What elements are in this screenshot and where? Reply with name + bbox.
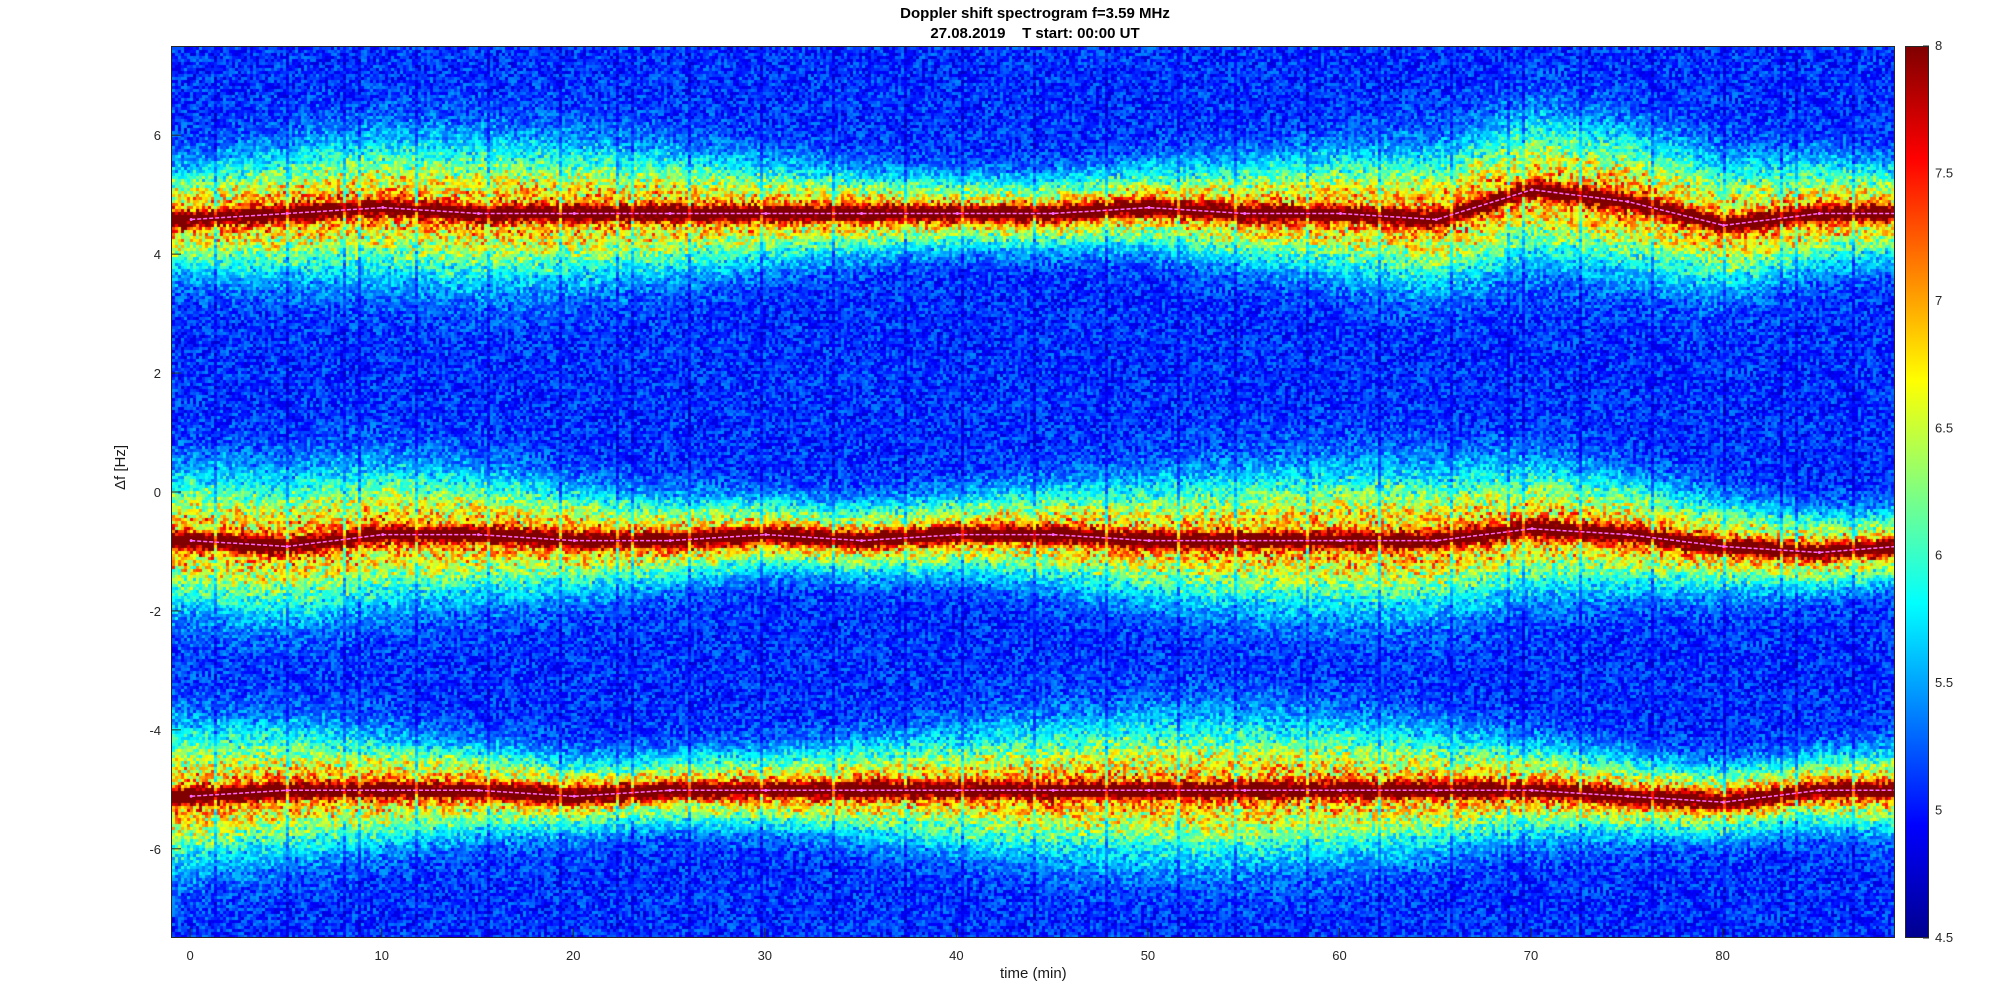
trace-point — [668, 539, 672, 543]
trace-point — [1626, 533, 1630, 537]
trace-point — [476, 212, 480, 216]
x-tick-label: 80 — [1715, 948, 1729, 963]
trace-point — [1243, 788, 1247, 792]
x-tick-label: 20 — [566, 948, 580, 963]
trace-point — [381, 533, 385, 537]
y-tick-label: 6 — [154, 128, 161, 143]
trace-point — [1243, 212, 1247, 216]
colorbar-tick-label: 7 — [1935, 293, 1942, 308]
spectrogram-heatmap — [172, 47, 1894, 937]
trace-point — [668, 788, 672, 792]
x-tick-label: 40 — [949, 948, 963, 963]
trace-point — [955, 212, 959, 216]
trace-point — [1817, 788, 1821, 792]
x-tick-label: 30 — [758, 948, 772, 963]
trace-point — [1722, 800, 1726, 804]
colorbar-tick-label: 7.5 — [1935, 165, 1953, 180]
trace-point — [1817, 212, 1821, 216]
trace-point — [764, 788, 768, 792]
chart-title: Doppler shift spectrogram f=3.59 MHz — [900, 5, 1170, 22]
trace-point — [381, 206, 385, 210]
trace-point — [572, 212, 576, 216]
y-tick-label: -6 — [149, 842, 161, 857]
trace-point — [1338, 212, 1342, 216]
y-tick-label: 2 — [154, 366, 161, 381]
trace-point — [1147, 206, 1151, 210]
trace-point — [1434, 217, 1438, 221]
trace-point — [1530, 788, 1534, 792]
trace-point — [1051, 212, 1055, 216]
colorbar-tick-label: 6.5 — [1935, 420, 1953, 435]
trace-point — [1434, 539, 1438, 543]
trace-point — [1338, 539, 1342, 543]
trace-point — [285, 788, 289, 792]
colorbar-tick-label: 5.5 — [1935, 675, 1953, 690]
trace-point — [668, 212, 672, 216]
x-tick-label: 10 — [374, 948, 388, 963]
chart-title-block: Doppler shift spectrogram f=3.59 MHz 27.… — [0, 4, 2000, 44]
trace-line-1 — [191, 188, 1894, 227]
trace-point — [1895, 212, 1896, 215]
trace-line-3 — [191, 789, 1894, 803]
trace-point — [189, 794, 193, 798]
trace-point — [476, 533, 480, 537]
trace-point — [1147, 539, 1151, 543]
trace-overlay — [189, 188, 1896, 804]
trace-point — [572, 794, 576, 798]
trace-point — [764, 212, 768, 216]
trace-point — [955, 533, 959, 537]
trace-point — [1626, 794, 1630, 798]
colorbar-tick-label: 4.5 — [1935, 930, 1953, 945]
trace-point — [1626, 200, 1630, 204]
trace-point — [955, 788, 959, 792]
x-tick-label: 60 — [1332, 948, 1346, 963]
colorbar-tick-label: 6 — [1935, 548, 1942, 563]
trace-point — [1722, 545, 1726, 549]
trace-point — [381, 788, 385, 792]
trace-point — [1051, 788, 1055, 792]
trace-point — [860, 212, 864, 216]
trace-point — [189, 217, 193, 221]
y-axis-label: Δf [Hz] — [112, 444, 129, 490]
y-tick-label: -4 — [149, 723, 161, 738]
y-tick-label: 0 — [154, 485, 161, 500]
y-tick-label: -2 — [149, 604, 161, 619]
colorbar — [1905, 46, 1929, 938]
x-axis-label: time (min) — [1000, 965, 1067, 982]
plot-area — [171, 46, 1895, 938]
trace-point — [476, 788, 480, 792]
x-tick-label: 0 — [187, 948, 194, 963]
trace-point — [764, 533, 768, 537]
trace-point — [1434, 788, 1438, 792]
trace-point — [1243, 539, 1247, 543]
x-tick-label: 70 — [1524, 948, 1538, 963]
colorbar-tick-label: 5 — [1935, 803, 1942, 818]
trace-point — [860, 539, 864, 543]
trace-point — [189, 539, 193, 543]
trace-point — [572, 539, 576, 543]
trace-point — [1147, 788, 1151, 792]
trace-point — [1051, 533, 1055, 537]
trace-point — [1817, 550, 1821, 554]
trace-line-2 — [191, 527, 1894, 554]
trace-point — [1530, 188, 1534, 192]
chart-subtitle: 27.08.2019 T start: 00:00 UT — [930, 25, 1140, 42]
y-tick-label: 4 — [154, 247, 161, 262]
trace-point — [1722, 223, 1726, 227]
trace-point — [1530, 527, 1534, 531]
trace-point — [285, 212, 289, 216]
trace-point — [285, 545, 289, 549]
trace-point — [1895, 789, 1896, 792]
x-tick-label: 50 — [1141, 948, 1155, 963]
trace-point — [1338, 788, 1342, 792]
trace-point — [860, 788, 864, 792]
trace-point — [1895, 545, 1896, 548]
